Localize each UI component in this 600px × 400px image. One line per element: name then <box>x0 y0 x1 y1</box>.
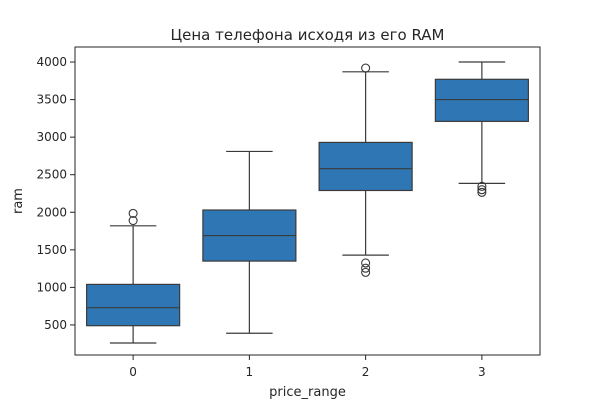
outlier-point <box>361 258 371 268</box>
y-tick-label: 2000 <box>36 205 67 219</box>
y-axis-label: ram <box>11 188 26 214</box>
box-iqr <box>86 283 181 327</box>
y-tick-label: 2500 <box>36 168 67 182</box>
box-group-0 <box>86 208 181 344</box>
outlier-point <box>477 185 487 195</box>
outlier-point <box>128 215 138 226</box>
outlier-point <box>128 208 138 218</box>
box-series <box>86 61 529 344</box>
y-tick-label: 4000 <box>36 55 67 69</box>
box-group-1 <box>202 150 297 334</box>
y-tick-label: 3500 <box>36 93 67 107</box>
x-tick-label: 0 <box>129 365 137 379</box>
outlier-point <box>361 267 371 277</box>
outlier-point <box>477 181 487 191</box>
x-axis: 0 1 2 3 <box>129 355 486 379</box>
y-tick-label: 1000 <box>36 280 67 294</box>
box-group-3 <box>434 61 529 197</box>
box-iqr <box>318 141 413 192</box>
y-tick-label: 3000 <box>36 130 67 144</box>
y-tick-label: 500 <box>44 318 67 332</box>
chart-title: Цена телефона исходя из его RAM <box>171 26 445 44</box>
box-iqr <box>434 78 529 122</box>
outlier-point <box>361 63 371 73</box>
box-group-2 <box>318 63 413 277</box>
x-axis-label: price_range <box>269 385 346 400</box>
y-tick-label: 1500 <box>36 243 67 257</box>
y-axis: 500 1000 1500 2000 2500 3000 3500 4000 <box>36 55 75 332</box>
x-tick-label: 2 <box>362 365 370 379</box>
x-tick-label: 1 <box>246 365 254 379</box>
outlier-point <box>361 263 371 273</box>
x-tick-label: 3 <box>478 365 486 379</box>
plot-frame <box>74 46 541 356</box>
outlier-point <box>477 187 487 197</box>
